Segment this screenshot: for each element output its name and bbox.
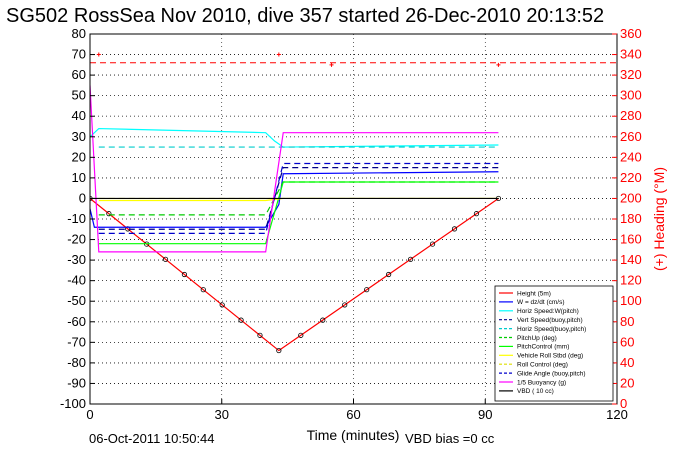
series-layer [90,52,617,354]
y2-tick-label: 40 [620,355,634,370]
y-tick-label: -10 [67,211,86,226]
height-marker [257,332,263,338]
y2-tick-label: 360 [620,26,642,41]
legend: Height (5m) W = dz/dt (cm/s) Horiz Speed:W… [494,285,614,402]
left-axis: 80 70 60 50 40 30 20 10 0 -10 -20 -30 -40 -50 -60 -70 -8… [60,26,95,411]
height-marker [276,347,282,354]
legend-label: Height (5m) [517,290,551,297]
y-tick-label: 10 [72,170,86,185]
heading-marker [96,52,101,57]
legend-label: Glide Angle (buoy,pitch) [517,370,586,377]
height-marker [320,317,326,323]
legend-label: Horiz Speed:W(pitch) [517,308,579,315]
y-tick-label: 30 [72,129,86,144]
series-1-5-buoyancy-g [90,85,499,253]
y2-tick-label: 280 [620,108,642,123]
height-marker [238,317,244,323]
height-marker [219,302,225,308]
y-tick-label: 70 [72,47,86,62]
heading-marker [329,62,334,67]
legend-label: Vehicle Roll Stbd (deg) [517,353,583,360]
y2-tick-label: 260 [620,129,642,144]
timestamp: 06-Oct-2011 10:50:44 [89,431,215,446]
x-tick-label: 120 [606,407,628,422]
right-axis: 3603403203002802602402202001801601401201… [612,26,642,411]
y2-tick-label: 180 [620,211,642,226]
y-tick-label: -80 [67,355,86,370]
x-axis-label: Time (minutes) [307,427,400,443]
x-tick-label: 90 [478,407,492,422]
x-tick-label: 60 [346,407,360,422]
height-marker [451,226,458,232]
y-tick-label: 20 [72,149,86,164]
height-marker [386,271,392,278]
heading-marker [276,52,281,57]
height-marker [364,287,370,293]
y-tick-label: -20 [67,232,86,247]
legend-label: PitchUp (deg) [517,335,557,342]
height-marker [162,256,169,262]
y2-tick-label: 300 [620,88,642,103]
y2-tick-label: 240 [620,149,642,164]
vbd-bias: VBD bias =0 cc [405,431,495,446]
y2-tick-label: 100 [620,293,642,308]
y2-tick-label: 60 [620,334,634,349]
y-tick-label: 0 [79,190,86,205]
y-tick-label: -100 [60,396,86,411]
height-marker [407,256,414,262]
y2-tick-label: 320 [620,67,642,82]
legend-label: PitchControl (mm) [517,344,569,351]
y-tick-label: -90 [67,375,86,390]
heading-marker [496,62,501,67]
y2-tick-label: 220 [620,170,642,185]
right-axis-label: (+) Heading (°M) [651,167,667,271]
height-marker [106,211,112,217]
y2-tick-label: 200 [620,190,642,205]
y2-tick-label: 140 [620,252,642,267]
y-tick-label: -30 [67,252,86,267]
x-tick-label: 30 [215,407,229,422]
height-marker [181,271,188,278]
y2-tick-label: 0 [620,396,627,411]
y-tick-label: -70 [67,334,86,349]
y2-tick-label: 160 [620,232,642,247]
legend-label: Horiz Speed(buoy,pitch) [517,326,586,333]
height-marker [429,241,436,247]
series-w-dz-dt-cm-s [90,171,499,228]
legend-box [494,285,614,402]
height-marker [473,211,480,217]
series-height-5m [90,197,499,352]
legend-label: W = dz/dt (cm/s) [517,299,565,306]
series-pitchcontrol-mm [98,181,499,245]
legend-label: Roll Control (deg) [517,362,568,369]
chart-title: SG502 RossSea Nov 2010, dive 357 started… [6,5,604,27]
legend-label: Vert Speed(buoy,pitch) [517,317,583,324]
legend-label: 1/5 Buoyancy (g) [517,379,566,386]
y-tick-label: 40 [72,108,86,123]
legend-label: VBD ( 10 cc) [517,388,554,395]
height-markers [90,195,502,354]
y-tick-label: -50 [67,293,86,308]
height-marker [342,302,348,308]
height-marker [200,287,206,293]
y-tick-label: 80 [72,26,86,41]
y-tick-label: 60 [72,67,86,82]
series-vert-speed-buoy-pitch [98,167,499,230]
y2-tick-label: 120 [620,273,642,288]
x-axis: 0 30 60 90 120 [86,399,628,422]
y2-tick-label: 20 [620,375,634,390]
y2-tick-label: 80 [620,314,634,329]
y-tick-label: -40 [67,273,86,288]
y-tick-label: -60 [67,314,86,329]
y-tick-label: 50 [72,88,86,103]
series-heading [96,52,501,67]
x-tick-label: 0 [86,407,93,422]
y2-tick-label: 340 [620,47,642,62]
height-marker [298,332,304,338]
